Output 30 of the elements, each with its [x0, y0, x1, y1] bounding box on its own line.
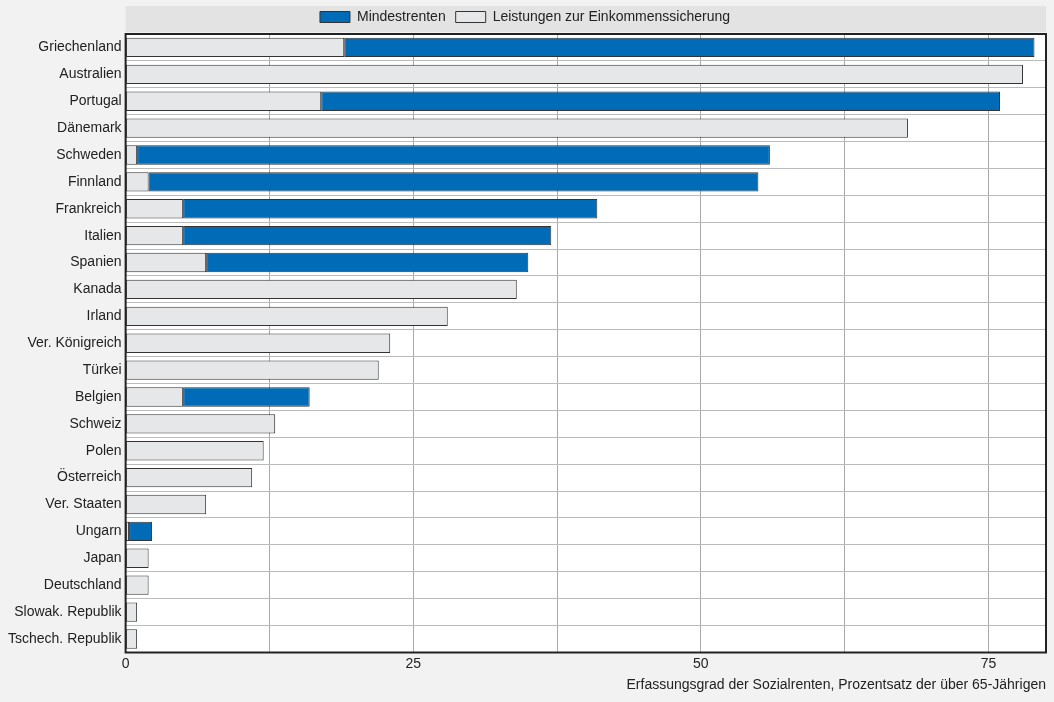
- legend-label: Mindestrenten: [356, 7, 446, 24]
- y-tick-label: Griechenland: [38, 38, 122, 55]
- y-tick-label: Portugal: [69, 92, 122, 109]
- legend-label: Leistungen zur Einkommenssicherung: [492, 7, 731, 24]
- y-tick-label: Australien: [59, 65, 122, 82]
- y-tick-label: Schweden: [56, 145, 122, 162]
- y-tick-label: Ver. Staaten: [45, 495, 122, 512]
- y-tick-label: Japan: [83, 549, 122, 566]
- x-tick-label: 25: [405, 654, 422, 671]
- y-tick-label: Schweiz: [69, 414, 122, 431]
- y-tick-label: Belgien: [74, 387, 122, 404]
- x-tick-label: 75: [980, 654, 997, 671]
- y-tick-label: Slowak. Republik: [14, 602, 123, 619]
- y-tick-label: Irland: [86, 307, 122, 324]
- y-tick-label: Österreich: [57, 467, 122, 485]
- y-tick-label: Ungarn: [75, 522, 122, 539]
- y-tick-label: Kanada: [73, 280, 122, 297]
- y-tick-label: Spanien: [70, 253, 122, 270]
- y-tick-label: Frankreich: [55, 199, 122, 216]
- y-tick-label: Ver. Königreich: [27, 334, 122, 351]
- x-axis-title: Erfassungsgrad der Sozialrenten, Prozentsatz der über 65-Jährigen: [626, 676, 1046, 693]
- y-tick-label: Polen: [85, 441, 122, 458]
- y-tick-label: Finnland: [67, 172, 122, 189]
- y-tick-label: Türkei: [82, 360, 122, 377]
- y-tick-label: Dänemark: [57, 118, 123, 135]
- y-tick-label: Deutschland: [43, 576, 122, 593]
- y-tick-label: Italien: [84, 226, 122, 243]
- x-tick-label: 50: [693, 654, 709, 671]
- x-tick-label: 0: [121, 654, 130, 671]
- y-tick-label: Tschech. Republik: [7, 629, 123, 646]
